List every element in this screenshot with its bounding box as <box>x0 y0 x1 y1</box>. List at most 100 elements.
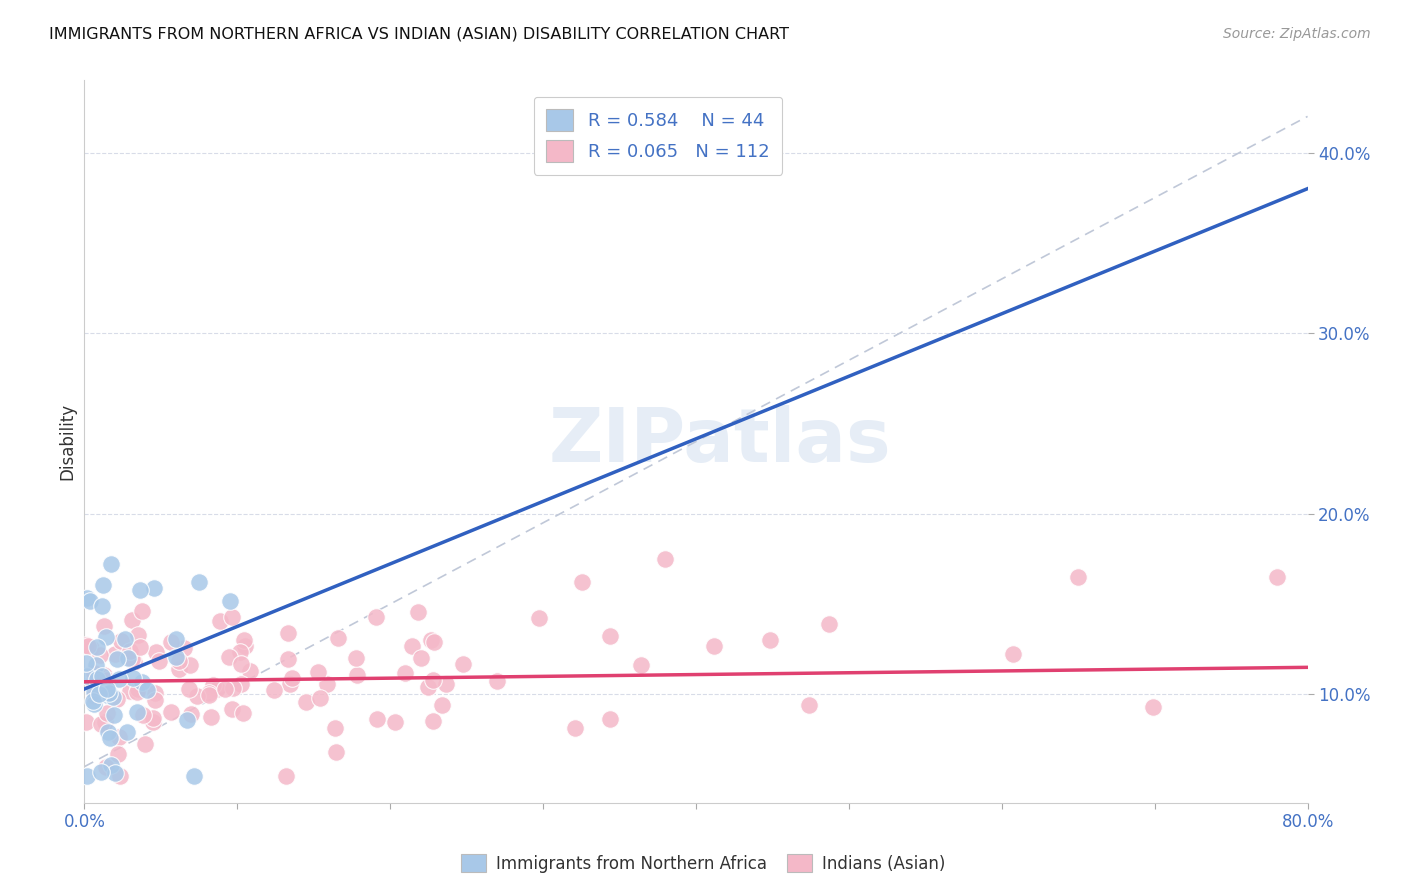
Point <box>91 578 114 592</box>
Point <box>239 664 262 678</box>
Point <box>165 632 187 646</box>
Point <box>96 673 118 687</box>
Point <box>100 757 122 772</box>
Point <box>1067 570 1090 584</box>
Point <box>76 669 98 683</box>
Point <box>176 713 198 727</box>
Point <box>1265 570 1288 584</box>
Point <box>1142 700 1164 714</box>
Point <box>122 671 145 685</box>
Point <box>422 673 444 687</box>
Point <box>160 634 183 648</box>
Point <box>654 552 676 566</box>
Point <box>529 611 551 625</box>
Point <box>93 618 115 632</box>
Point <box>76 591 98 606</box>
Point <box>117 650 139 665</box>
Point <box>80 641 103 656</box>
Point <box>233 632 256 647</box>
Point <box>160 705 183 719</box>
Point <box>75 638 97 652</box>
Point <box>76 639 98 653</box>
Point <box>173 640 195 655</box>
Point <box>125 684 148 698</box>
Point <box>114 632 136 647</box>
Point <box>422 714 444 728</box>
Point <box>96 631 118 645</box>
Point <box>127 681 149 696</box>
Point <box>127 628 149 642</box>
Point <box>228 644 250 658</box>
Point <box>278 677 301 691</box>
Point <box>108 673 131 687</box>
Point <box>1001 647 1024 661</box>
Point <box>135 683 157 698</box>
Point <box>207 682 229 697</box>
Point <box>105 692 128 706</box>
Point <box>276 652 298 666</box>
Point <box>82 674 104 689</box>
Point <box>142 711 165 725</box>
Point <box>165 649 187 664</box>
Point <box>323 721 346 735</box>
Point <box>799 698 821 712</box>
Point <box>179 658 201 673</box>
Point <box>89 648 111 662</box>
Point <box>105 652 128 666</box>
Point <box>366 712 388 726</box>
Point <box>198 688 221 702</box>
Point <box>599 629 621 643</box>
Point <box>233 640 256 654</box>
Point <box>115 725 138 739</box>
Point <box>127 706 149 720</box>
Point <box>108 769 131 783</box>
Point <box>198 686 221 700</box>
Point <box>131 604 153 618</box>
Point <box>221 609 243 624</box>
Point <box>83 666 105 681</box>
Point <box>451 657 474 671</box>
Point <box>96 688 118 702</box>
Point <box>384 714 406 729</box>
Point <box>97 725 120 739</box>
Point <box>325 745 347 759</box>
Point <box>186 690 208 704</box>
Point <box>188 574 211 589</box>
Point <box>281 671 304 685</box>
Point <box>87 687 110 701</box>
Text: ZIPatlas: ZIPatlas <box>550 405 891 478</box>
Point <box>167 654 190 668</box>
Point <box>86 640 108 654</box>
Point <box>401 639 423 653</box>
Point <box>263 682 285 697</box>
Point <box>76 769 98 783</box>
Point <box>143 693 166 707</box>
Point <box>148 654 170 668</box>
Point <box>229 657 252 671</box>
Legend: R = 0.584    N = 44, R = 0.065   N = 112: R = 0.584 N = 44, R = 0.065 N = 112 <box>534 96 782 175</box>
Point <box>91 599 114 613</box>
Point <box>100 558 122 572</box>
Point <box>90 717 112 731</box>
Point <box>326 631 349 645</box>
Point <box>83 689 105 703</box>
Point <box>599 712 621 726</box>
Point <box>129 583 152 598</box>
Point <box>120 644 142 658</box>
Point <box>143 686 166 700</box>
Point <box>219 593 242 607</box>
Point <box>108 730 131 744</box>
Point <box>818 616 841 631</box>
Point <box>98 686 121 700</box>
Point <box>232 706 254 721</box>
Point <box>423 635 446 649</box>
Point <box>98 731 121 746</box>
Point <box>486 674 509 689</box>
Point <box>630 657 652 672</box>
Point <box>406 606 429 620</box>
Point <box>564 722 586 736</box>
Point <box>394 665 416 680</box>
Y-axis label: Disability: Disability <box>58 403 76 480</box>
Point <box>200 710 222 724</box>
Point <box>121 652 143 666</box>
